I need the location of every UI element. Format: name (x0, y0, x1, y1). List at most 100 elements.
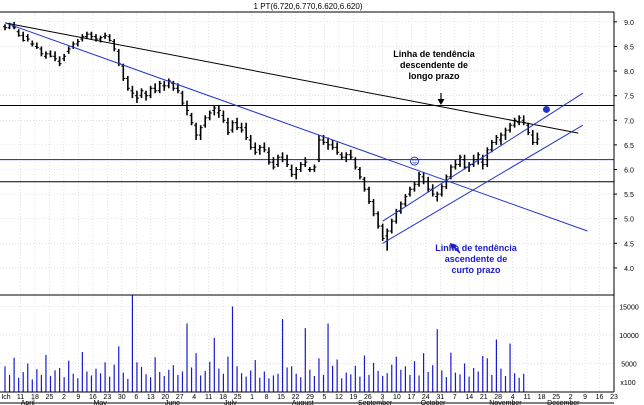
x-tick-label: 24 (422, 394, 430, 401)
price-bar (48, 50, 53, 58)
price-bar (112, 39, 117, 52)
price-tick-label: 6.5 (624, 143, 634, 150)
price-bar (225, 117, 230, 136)
annotation-text: Linha de tendência (435, 243, 518, 253)
price-bar (371, 199, 376, 217)
x-tick-label: 21 (480, 394, 488, 401)
x-tick-label: 18 (31, 394, 39, 401)
x-tick-label: 31 (436, 394, 444, 401)
price-bar (444, 174, 449, 190)
month-label: June (165, 400, 180, 405)
price-bar (458, 154, 462, 168)
x-tick-label: 4 (511, 394, 515, 401)
x-tick-label: 29 (306, 394, 314, 401)
x-tick-label: 17 (407, 394, 415, 401)
price-bar (476, 152, 481, 165)
month-label: May (93, 400, 107, 405)
price-bar (407, 186, 412, 197)
price-bar (426, 176, 431, 192)
price-bar (285, 154, 290, 168)
price-bar (189, 112, 194, 126)
price-bar (180, 90, 185, 106)
price-bar (526, 122, 531, 136)
month-label: August (292, 400, 314, 405)
price-bar (462, 154, 467, 170)
markers (410, 105, 550, 166)
price-bar (166, 78, 171, 89)
price-bar (312, 164, 317, 172)
price-bar (239, 122, 244, 133)
volume-tick-label: 5000 (621, 361, 637, 368)
month-label: December (547, 400, 580, 405)
price-bar (508, 122, 513, 133)
price-bar (62, 53, 67, 62)
month-label: October (421, 400, 447, 405)
price-bar (198, 125, 203, 140)
x-tick-label: 19 (350, 394, 358, 401)
price-bar (162, 80, 167, 91)
short-trendline (4, 22, 588, 232)
price-bar (276, 154, 280, 168)
price-bar (280, 152, 285, 163)
price-bar (530, 130, 535, 145)
price-bar (266, 147, 271, 165)
x-tick-label: 26 (364, 394, 372, 401)
price-bars (3, 21, 540, 251)
price-bar (144, 90, 149, 101)
price-bar (498, 132, 503, 145)
price-bar (448, 164, 453, 180)
price-bar (362, 176, 367, 192)
price-bar (412, 181, 417, 192)
x-tick-label: 9 (583, 394, 587, 401)
signal-circle-eye (415, 159, 417, 161)
price-bar (12, 21, 17, 30)
price-bar (262, 142, 267, 153)
price-bar (257, 144, 262, 155)
price-bar (130, 85, 135, 99)
price-bar (303, 157, 308, 168)
price-tick-label: 9.0 (624, 20, 634, 27)
month-label: July (224, 400, 237, 405)
price-bar (216, 105, 221, 118)
price-bar (330, 139, 335, 150)
x-tick-label: 11 (524, 394, 531, 401)
price-bar (344, 152, 349, 163)
price-bar (335, 142, 340, 155)
x-tick-label: 2 (62, 394, 66, 401)
volume-bars (4, 295, 525, 392)
price-bar (185, 100, 189, 116)
price-bar (153, 83, 158, 94)
price-bar (512, 117, 517, 128)
signal-circle (410, 156, 419, 166)
grid-lines (0, 12, 615, 392)
price-bar (353, 157, 358, 170)
price-bar (271, 157, 276, 170)
x-tick-label: 4 (192, 394, 196, 401)
price-bar (34, 42, 39, 49)
x-tick-label: 5 (323, 394, 327, 401)
price-bar (485, 147, 490, 168)
price-bar (376, 211, 381, 229)
price-bar (121, 63, 126, 81)
signal-circle-eye (412, 159, 414, 161)
price-bar (139, 88, 144, 99)
price-bar (307, 167, 312, 172)
month-label: November (489, 400, 522, 405)
price-bar (53, 51, 58, 62)
price-bar (253, 142, 258, 155)
price-tick-label: 4.0 (624, 266, 634, 273)
x-tick-label: 25 (552, 394, 560, 401)
price-bar (194, 122, 199, 140)
price-bar (494, 135, 499, 145)
price-bar (30, 40, 35, 47)
x-tick-label: 10 (393, 394, 401, 401)
annotation-text: curto prazo (451, 265, 501, 275)
x-tick-label: 18 (538, 394, 546, 401)
price-bar (357, 167, 362, 180)
price-bar (39, 46, 44, 57)
price-bar (417, 171, 422, 187)
price-tick-label: 7.5 (624, 94, 634, 101)
